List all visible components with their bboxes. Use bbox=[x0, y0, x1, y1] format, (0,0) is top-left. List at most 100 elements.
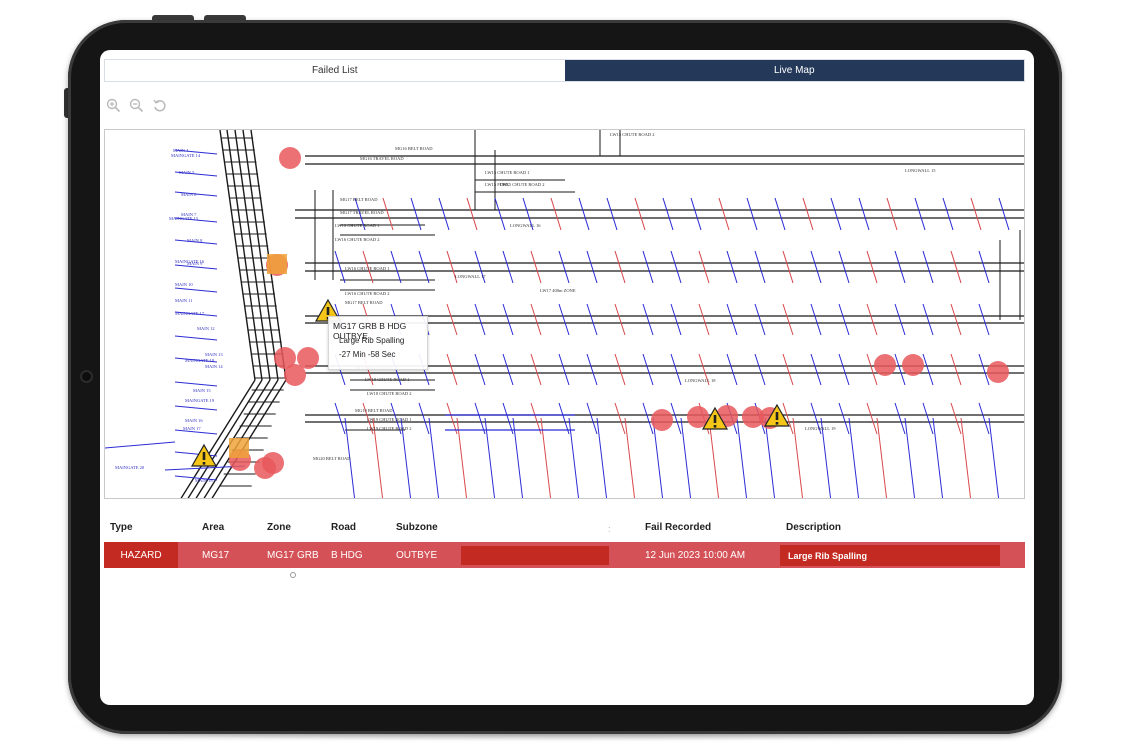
hatch-mark bbox=[914, 197, 926, 231]
road-label: MAIN 6 bbox=[181, 192, 197, 197]
table-row[interactable]: HAZARD MG17 MG17 GRB B HDG OUTBYE 12 Jun… bbox=[104, 542, 1025, 568]
warning-icon bbox=[775, 422, 779, 425]
hatch-mark bbox=[568, 417, 580, 498]
road-label: LW15 CHUTE ROAD 2 bbox=[500, 182, 545, 187]
main-roadway bbox=[219, 130, 256, 381]
hatch-mark bbox=[810, 353, 822, 386]
road-label: LONGWALL 15 bbox=[905, 168, 936, 173]
col-area: Area bbox=[202, 522, 225, 533]
hatch-mark bbox=[960, 417, 972, 498]
hatch-mark bbox=[690, 197, 702, 231]
hatch-mark bbox=[474, 353, 486, 386]
hatch-mark bbox=[578, 197, 590, 231]
hatch-mark bbox=[894, 250, 906, 284]
hatch-mark bbox=[446, 250, 458, 284]
live-map[interactable]: MG16 BELT ROAD MG16 TRAVEL ROAD LW15 CHUTE… bbox=[104, 129, 1025, 499]
col-road: Road bbox=[331, 522, 356, 533]
main-roadway bbox=[226, 130, 263, 381]
hatch-mark bbox=[474, 303, 486, 336]
hatch-mark bbox=[428, 417, 440, 498]
hatch-mark bbox=[866, 250, 878, 284]
hatch-mark bbox=[848, 417, 860, 498]
hatch-mark bbox=[866, 353, 878, 386]
hatch-mark bbox=[586, 402, 598, 435]
hatch-mark bbox=[502, 353, 514, 386]
hatch-mark bbox=[614, 353, 626, 386]
hatch-mark bbox=[614, 303, 626, 336]
mine-plan-map[interactable]: MG16 BELT ROAD MG16 TRAVEL ROAD LW15 CHUTE… bbox=[105, 130, 1025, 499]
hatch-mark bbox=[390, 402, 402, 435]
tab-failed-list[interactable]: Failed List bbox=[311, 65, 358, 76]
hatch-mark bbox=[894, 353, 906, 386]
hatch-mark bbox=[624, 417, 636, 498]
grid-tick bbox=[174, 311, 218, 317]
grid-tick bbox=[105, 441, 176, 449]
warning-icon bbox=[713, 415, 717, 423]
road-label: MG17 TRAVEL ROAD bbox=[340, 210, 384, 215]
hatch-mark bbox=[802, 197, 814, 231]
zoom-out-icon[interactable] bbox=[128, 97, 145, 114]
hatch-mark bbox=[718, 197, 730, 231]
hatch-mark bbox=[820, 417, 832, 498]
hatch-mark bbox=[502, 250, 514, 284]
hatch-mark bbox=[586, 303, 598, 336]
hatch-mark bbox=[550, 197, 562, 231]
zoom-in-icon[interactable] bbox=[105, 97, 122, 114]
hatch-mark bbox=[838, 303, 850, 336]
road-label: MAIN 10 bbox=[175, 282, 193, 287]
col-zone: Zone bbox=[267, 522, 291, 533]
road-label: LW16 CHUTE ROAD 1 bbox=[345, 266, 390, 271]
grid-tick bbox=[174, 287, 218, 293]
hatch-mark bbox=[522, 197, 534, 231]
hatch-mark bbox=[530, 353, 542, 386]
hatch-mark bbox=[746, 197, 758, 231]
hatch-mark bbox=[754, 353, 766, 386]
hatch-mark bbox=[466, 197, 478, 231]
hatch-mark bbox=[344, 417, 356, 498]
zone-cell: MG17 GRB bbox=[267, 550, 319, 561]
description-label: Large Rib Spalling bbox=[788, 551, 868, 561]
app-screen: Failed List Live Map MG16 BELT ROAD MG16 … bbox=[100, 50, 1034, 705]
area-cell: MG17 bbox=[202, 550, 230, 561]
hatch-mark bbox=[558, 303, 570, 336]
hatch-mark bbox=[400, 417, 412, 498]
road-label: MAINGATE 14 bbox=[171, 153, 201, 158]
road-label: LW16 CHUTE ROAD 1 bbox=[335, 223, 380, 228]
hatch-mark bbox=[494, 197, 506, 231]
hatch-mark bbox=[512, 417, 524, 498]
hatch-mark bbox=[838, 353, 850, 386]
hatch-mark bbox=[614, 250, 626, 284]
road-label: MG16 BELT ROAD bbox=[395, 146, 433, 151]
hatch-mark bbox=[782, 250, 794, 284]
grid-tick bbox=[174, 357, 218, 363]
hatch-mark bbox=[670, 402, 682, 435]
col-description: Description bbox=[786, 522, 842, 533]
hatch-mark bbox=[932, 417, 944, 498]
hatch-mark bbox=[754, 303, 766, 336]
tab-live-map[interactable]: Live Map bbox=[564, 60, 1024, 81]
hatch-mark bbox=[530, 250, 542, 284]
road-label: MAIN 4 bbox=[173, 148, 189, 153]
grid-tick bbox=[174, 381, 218, 387]
road-label: MAIN 12 bbox=[197, 326, 215, 331]
road-label: MG17 BELT ROAD bbox=[345, 300, 383, 305]
hatch-mark bbox=[502, 402, 514, 435]
hazard-dot bbox=[262, 452, 284, 474]
road-label: LONGWALL 18 bbox=[685, 378, 716, 383]
tooltip-title: MG17 GRB B HDG OUTBYE bbox=[333, 321, 407, 341]
reset-icon[interactable] bbox=[151, 97, 168, 114]
road-label: LW19 CHUTE ROAD 2 bbox=[367, 426, 412, 431]
warning-icon bbox=[775, 412, 779, 420]
hatch-mark bbox=[978, 353, 990, 386]
main-roadway bbox=[187, 379, 263, 498]
road-label: LW19 CHUTE ROAD 1 bbox=[367, 417, 412, 422]
hatch-mark bbox=[586, 250, 598, 284]
hazard-dot bbox=[742, 406, 764, 428]
warning-icon bbox=[202, 462, 206, 465]
hatch-mark bbox=[334, 402, 346, 435]
type-cell: HAZARD bbox=[104, 542, 178, 568]
hatch-mark bbox=[540, 417, 552, 498]
description-cell: Large Rib Spalling bbox=[780, 545, 1000, 566]
road-label: LW15 CHUTE ROAD 1 bbox=[485, 170, 530, 175]
road-label: LW18 CHUTE ROAD 1 bbox=[365, 377, 410, 382]
